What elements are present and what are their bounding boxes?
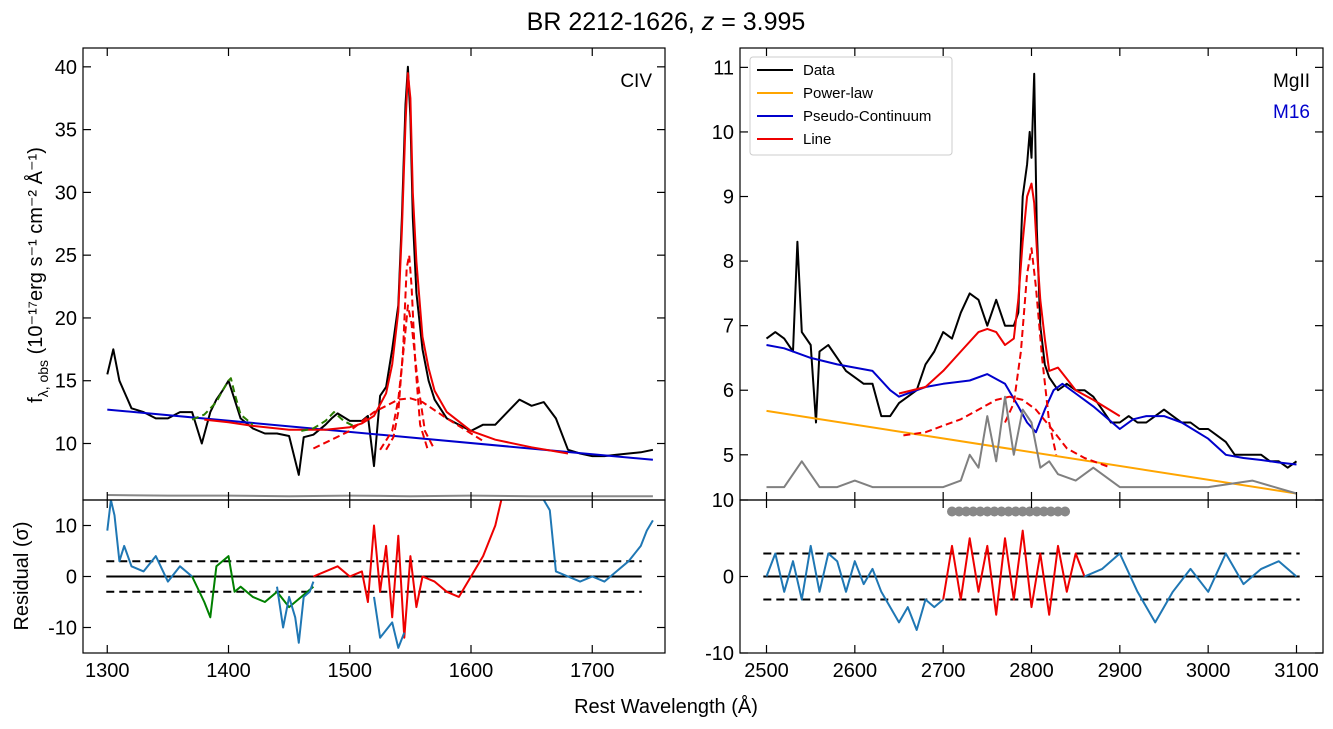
legend-label-pseudo-continuum: Pseudo-Continuum <box>803 108 931 125</box>
series-continuum-residual-4 <box>542 500 654 583</box>
series-data <box>765 72 1298 469</box>
series-pseudo-continuum <box>107 408 653 461</box>
x-tick-label: 1400 <box>206 660 251 682</box>
y-tick-label: -10 <box>48 618 77 640</box>
series-continuum-residual-2 <box>1084 552 1298 624</box>
y-tick-label: 7 <box>723 316 734 338</box>
residual-y-axis-label: Residual (σ) <box>11 521 33 630</box>
legend-label-line: Line <box>803 131 831 148</box>
y-tick-label: 8 <box>723 251 734 273</box>
masked-pixel-marker <box>1031 506 1042 517</box>
x-tick-label: 3000 <box>1186 660 1231 682</box>
series-line-component-broad <box>312 397 484 450</box>
figure-title: BR 2212-1626, z = 3.995 <box>527 8 806 36</box>
series-error <box>766 395 1297 495</box>
x-tick-label: 2600 <box>833 660 878 682</box>
x-axis-label: Rest Wavelength (Å) <box>574 695 758 718</box>
masked-pixel-marker <box>1010 506 1021 517</box>
legend-label-data: Data <box>803 62 835 79</box>
model-label: M16 <box>1273 102 1310 123</box>
y-tick-label: 10 <box>712 490 734 512</box>
series-line-component-broad <box>903 395 1112 469</box>
masked-pixel-marker <box>1003 506 1014 517</box>
y-tick-label: 20 <box>55 308 77 330</box>
masked-pixel-marker <box>1017 506 1028 517</box>
x-tick-label: 3100 <box>1274 660 1319 682</box>
x-tick-label: 1600 <box>449 660 494 682</box>
y-tick-label: -10 <box>705 643 734 665</box>
masked-pixel-marker <box>989 506 1000 517</box>
series-line-component-narrow <box>385 254 429 451</box>
x-tick-label: 1300 <box>85 660 130 682</box>
masked-pixel-marker <box>1060 506 1071 517</box>
series-line-component-core <box>379 304 436 451</box>
masked-pixel-marker <box>1038 506 1049 517</box>
y-tick-label: 15 <box>55 371 77 393</box>
masked-pixel-marker <box>996 506 1007 517</box>
series-continuum-residual-2 <box>276 581 315 644</box>
civ-line-label: CIV <box>620 71 652 92</box>
y-tick-label: 40 <box>55 57 77 79</box>
x-tick-label: 2800 <box>1009 660 1054 682</box>
masked-pixel-marker <box>954 506 965 517</box>
y-tick-label: 11 <box>713 57 734 79</box>
series-error <box>107 494 653 498</box>
series-data <box>106 65 654 476</box>
y-tick-label: 5 <box>723 445 734 467</box>
x-tick-label: 2700 <box>921 660 966 682</box>
series-pseudo-continuum <box>766 344 1297 466</box>
series-continuum-residual-3 <box>373 596 406 649</box>
legend-frame <box>749 56 953 156</box>
mgii-residual-panel: -10 0 10 2500 2600 2700 2800 2900 3000 3100 <box>705 490 1324 682</box>
y-tick-label: 9 <box>723 187 734 209</box>
y-tick-label: 10 <box>55 434 77 456</box>
civ-residual-panel: -10 0 10 1300 1400 1500 1600 1700 <box>48 499 666 682</box>
series-power-law <box>766 409 1297 495</box>
series-continuum-residual <box>765 544 944 631</box>
y-tick-label: 10 <box>55 516 77 538</box>
y-tick-label: 35 <box>55 120 77 142</box>
masked-pixel-marker <box>1045 506 1056 517</box>
masked-pixel-marker <box>968 506 979 517</box>
civ-flux-panel: 10 15 20 25 30 35 40 <box>55 47 666 501</box>
x-tick-label: 1500 <box>328 660 373 682</box>
legend-label-power-law: Power-law <box>803 85 873 102</box>
x-tick-label: 2900 <box>1098 660 1143 682</box>
masked-pixel-marker <box>961 506 972 517</box>
masked-pixel-marker <box>1053 506 1063 517</box>
series-continuum-residual <box>106 500 193 583</box>
masked-pixel-marker <box>982 506 993 517</box>
x-tick-label: 2500 <box>744 660 789 682</box>
y-tick-label: 25 <box>55 245 77 267</box>
mgii-line-label: MgII <box>1273 71 1310 92</box>
y-tick-label: 6 <box>723 380 734 402</box>
y-tick-label: 10 <box>712 122 734 144</box>
y-tick-label: 0 <box>66 567 77 589</box>
flux-y-axis-label: fλ, obs (10⁻¹⁷erg s⁻¹ cm⁻² Å⁻¹) <box>24 147 51 403</box>
series-siiv-residual <box>191 555 315 619</box>
masked-pixel-marker <box>1024 506 1035 517</box>
masked-pixel-marker <box>947 506 957 517</box>
masked-pixel-marker <box>975 506 986 517</box>
series-line <box>898 182 1121 417</box>
legend: Data Power-law Pseudo-Continuum Line <box>749 56 953 156</box>
y-tick-label: 30 <box>55 182 77 204</box>
series-line <box>204 72 569 455</box>
plot-frame <box>82 47 666 501</box>
series-line-residual <box>942 529 1086 616</box>
series-line-component-narrow <box>1004 247 1058 456</box>
series-siiv-line <box>191 377 254 426</box>
x-tick-label: 1700 <box>570 660 615 682</box>
y-tick-label: 0 <box>723 567 734 589</box>
series-civ-residual <box>313 500 503 639</box>
